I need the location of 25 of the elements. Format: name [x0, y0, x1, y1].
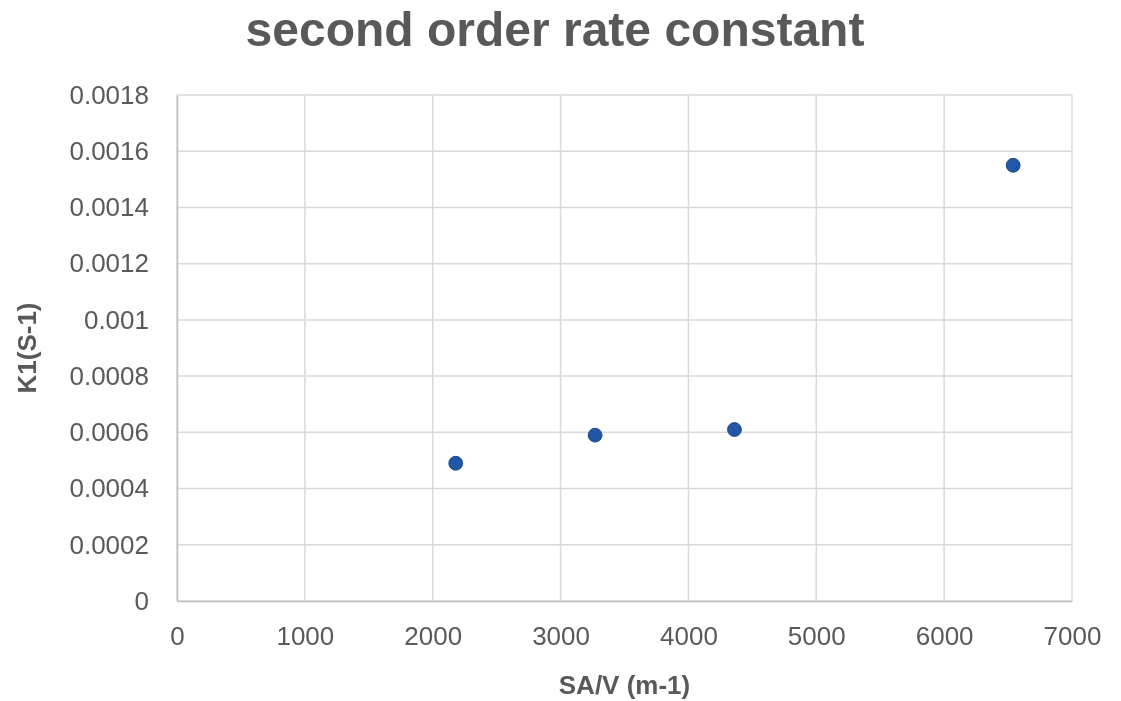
x-tick-label: 7000 — [1043, 621, 1102, 652]
y-tick-label: 0.0006 — [69, 417, 149, 448]
x-tick-label: 2000 — [404, 621, 463, 652]
x-tick-label: 6000 — [915, 621, 974, 652]
x-tick-label: 0 — [170, 621, 185, 652]
y-tick-label: 0.0018 — [69, 79, 149, 110]
x-tick-label: 1000 — [276, 621, 335, 652]
y-tick-label: 0.0008 — [69, 360, 149, 391]
x-tick-label: 4000 — [660, 621, 718, 652]
y-tick-label: 0.0004 — [69, 473, 149, 504]
y-axis-title: K1(S-1) — [12, 302, 42, 394]
y-tick-label: 0.0014 — [69, 192, 149, 223]
chart-title: second order rate constant — [245, 3, 865, 56]
y-tick-label: 0.0012 — [69, 248, 149, 279]
point — [1005, 157, 1021, 173]
x-tick-label: 3000 — [532, 621, 590, 652]
point — [587, 427, 603, 443]
y-tick-label: 0.001 — [83, 304, 149, 335]
point — [448, 455, 464, 471]
y-tick-label: 0.0002 — [69, 529, 149, 560]
y-tick-label: 0.0016 — [69, 136, 149, 167]
y-tick-label: 0 — [134, 585, 149, 616]
x-axis-title: SA/V (m-1) — [558, 670, 691, 700]
point — [727, 422, 742, 437]
x-tick-label: 5000 — [787, 621, 846, 652]
